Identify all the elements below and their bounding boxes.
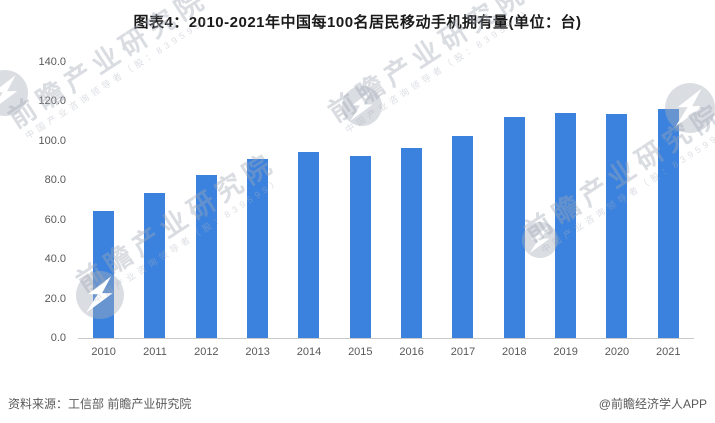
bar-slot — [335, 62, 386, 338]
bar-2011 — [144, 192, 166, 338]
bar-slot — [386, 62, 437, 338]
x-tick-label: 2021 — [656, 346, 681, 358]
y-tick-label: 20.0 — [44, 292, 66, 305]
bar-slot — [283, 62, 334, 338]
bar-slot — [489, 62, 540, 338]
x-tick-label: 2014 — [296, 346, 322, 358]
y-tick-label: 140.0 — [38, 56, 66, 68]
x-tick-label: 2013 — [245, 346, 270, 358]
bar-slot — [437, 62, 488, 338]
x-tick-label: 2010 — [91, 346, 116, 358]
y-tick-label: 100.0 — [38, 134, 66, 147]
bar-slot — [540, 62, 591, 338]
x-tick-label: 2016 — [399, 346, 424, 358]
bar-2013 — [247, 159, 269, 338]
x-tick-label: 2015 — [348, 346, 373, 358]
x-tick-label: 2011 — [143, 346, 167, 358]
chart-title: 图表4：2010-2021年中国每100名居民移动手机拥有量(单位：台) — [133, 14, 582, 31]
y-axis: 0.0 20.0 40.0 60.0 80.0 100.0 120.0 140.0 — [0, 56, 66, 344]
y-tick-label: 0.0 — [50, 332, 66, 344]
x-tick-label: 2017 — [450, 346, 476, 358]
x-tick-label: 2020 — [604, 346, 630, 358]
bar-slot — [181, 62, 232, 338]
bar-slot — [129, 62, 180, 338]
bar-2018 — [503, 116, 525, 338]
source-note: 资料来源：工信部 前瞻产业研究院 — [8, 397, 192, 411]
footer: 资料来源：工信部 前瞻产业研究院 @前瞻经济学人APP — [8, 395, 707, 412]
bar-2021 — [657, 108, 679, 338]
x-tick-label: 2018 — [502, 346, 527, 358]
y-tick-label: 120.0 — [38, 95, 66, 108]
y-tick-label: 80.0 — [44, 174, 66, 187]
bar-2012 — [195, 175, 217, 338]
x-tick-label: 2019 — [553, 346, 578, 358]
bar-2020 — [606, 113, 628, 338]
x-tick-label: 2012 — [194, 346, 219, 358]
bar-2010 — [93, 211, 115, 338]
bar-2014 — [298, 151, 320, 338]
bar-2017 — [452, 135, 474, 338]
bar-2016 — [401, 148, 423, 338]
bar-slot — [643, 62, 694, 338]
credit-note: @前瞻经济学人APP — [598, 397, 707, 411]
x-axis: 2010 2011 2012 2013 2014 2015 2016 2017 2018 2019… — [78, 346, 694, 358]
plot-area — [78, 62, 694, 339]
bar-2019 — [555, 112, 577, 338]
y-tick-label: 40.0 — [44, 253, 66, 266]
bar-slot — [78, 62, 129, 338]
y-tick-label: 60.0 — [44, 213, 66, 226]
bar-2015 — [349, 155, 371, 338]
bar-slot — [591, 62, 642, 338]
bar-slot — [232, 62, 283, 338]
